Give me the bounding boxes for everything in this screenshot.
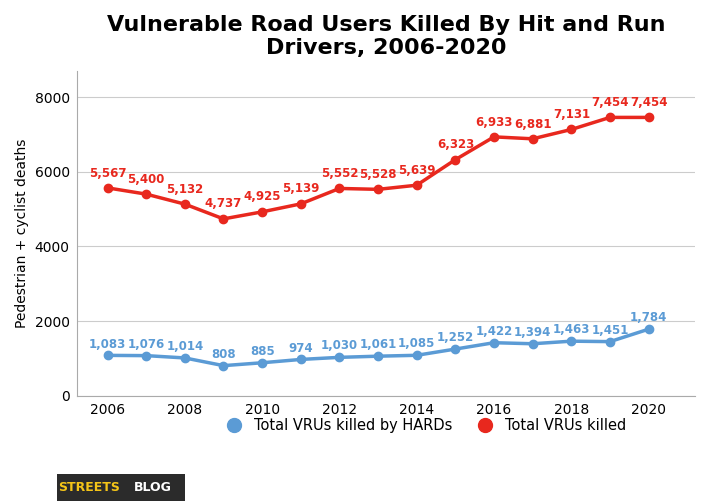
Text: 1,784: 1,784 [630,311,667,325]
Text: 1,422: 1,422 [476,325,513,338]
Text: 1,014: 1,014 [166,340,204,353]
Text: 1,451: 1,451 [591,324,628,337]
Text: 1,083: 1,083 [89,338,126,350]
Text: 6,323: 6,323 [437,139,474,151]
Text: 1,061: 1,061 [359,338,397,351]
Text: 5,567: 5,567 [89,167,126,179]
Text: 7,454: 7,454 [630,96,667,109]
Title: Vulnerable Road Users Killed By Hit and Run
Drivers, 2006-2020: Vulnerable Road Users Killed By Hit and … [106,15,665,58]
Text: 5,639: 5,639 [398,164,435,177]
Text: 1,030: 1,030 [321,340,358,352]
Text: 974: 974 [288,342,313,355]
Text: 6,933: 6,933 [475,115,513,129]
Text: 5,400: 5,400 [128,173,165,186]
Text: STREETS: STREETS [58,481,120,494]
Text: 5,139: 5,139 [282,182,320,195]
Text: 808: 808 [211,348,236,361]
Text: 1,463: 1,463 [552,324,590,336]
Text: 6,881: 6,881 [514,117,552,131]
Text: 1,085: 1,085 [398,338,435,350]
Text: 7,454: 7,454 [591,96,629,109]
Text: 1,394: 1,394 [514,326,552,339]
Text: 5,132: 5,132 [166,183,204,196]
Text: 885: 885 [250,345,275,358]
FancyBboxPatch shape [57,474,185,501]
Legend: Total VRUs killed by HARDs, Total VRUs killed: Total VRUs killed by HARDs, Total VRUs k… [214,412,633,439]
Text: 4,737: 4,737 [205,197,242,210]
Y-axis label: Pedestrian + cyclist deaths: Pedestrian + cyclist deaths [15,139,29,328]
Text: 5,528: 5,528 [359,168,397,181]
Text: BLOG: BLOG [133,481,172,494]
Text: 5,552: 5,552 [321,167,358,180]
Text: 4,925: 4,925 [244,191,281,203]
Text: 1,252: 1,252 [437,331,474,344]
Text: 7,131: 7,131 [553,108,590,121]
Text: 1,076: 1,076 [128,338,165,351]
